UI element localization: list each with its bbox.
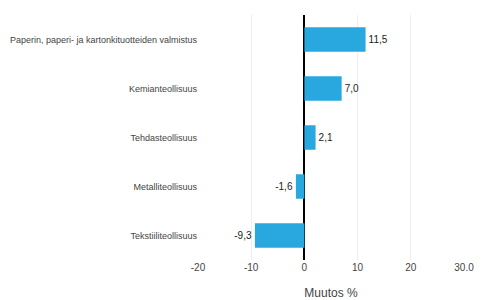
svg-text:2,1: 2,1: [319, 132, 333, 143]
svg-text:Metalliteollisuus: Metalliteollisuus: [133, 182, 197, 192]
svg-text:-9,3: -9,3: [234, 230, 252, 241]
svg-text:-10: -10: [244, 262, 259, 273]
svg-text:Paperin, paperi- ja kartonkitu: Paperin, paperi- ja kartonkituotteiden v…: [10, 35, 198, 45]
svg-text:Tehdasteollisuus: Tehdasteollisuus: [130, 133, 197, 143]
svg-text:7,0: 7,0: [345, 83, 359, 94]
svg-text:Muutos %: Muutos %: [304, 286, 358, 300]
svg-text:-1,6: -1,6: [275, 181, 293, 192]
svg-text:Tekstiiliteollisuus: Tekstiiliteollisuus: [130, 231, 197, 241]
svg-text:20: 20: [405, 262, 417, 273]
svg-text:10: 10: [352, 262, 364, 273]
svg-text:11,5: 11,5: [369, 34, 388, 45]
svg-text:Kemianteollisuus: Kemianteollisuus: [129, 84, 198, 94]
svg-text:-20: -20: [191, 262, 206, 273]
svg-text:30.0: 30.0: [454, 262, 474, 273]
svg-text:0: 0: [302, 262, 308, 273]
